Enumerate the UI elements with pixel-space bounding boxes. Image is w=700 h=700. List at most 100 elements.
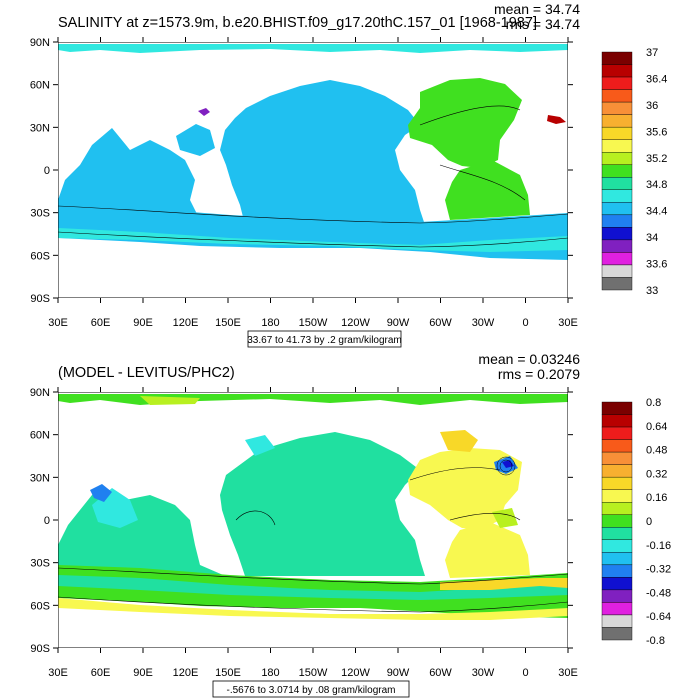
lon-tick-label: 30W (472, 667, 495, 679)
colorbar-label: -0.32 (646, 564, 671, 576)
lon-tick-label: 120E (173, 317, 199, 329)
colorbar-swatch (601, 476, 633, 490)
colorbar-swatch (601, 101, 633, 115)
panel-2-atlantic-north-field (408, 448, 522, 530)
panel-1-range-note: 33.67 to 41.73 by .2 gram/kilogram (247, 335, 402, 346)
colorbar-label: 36.4 (646, 73, 667, 85)
colorbar-swatch (601, 426, 633, 440)
lon-tick-label: 120W (341, 317, 370, 329)
lon-tick-label: 150E (215, 317, 241, 329)
panel-2-arctic-field (58, 394, 568, 405)
panel-1-indian-north-field (176, 124, 215, 156)
colorbar-swatch (601, 126, 633, 140)
colorbar-swatch (601, 114, 633, 128)
panel-2-contour-ring (496, 456, 516, 476)
colorbar-swatch (601, 527, 633, 540)
lon-tick-label: 60W (429, 317, 452, 329)
colorbar-label: 0.48 (646, 445, 667, 457)
colorbar-label: 35.6 (646, 126, 667, 138)
panel-2-range-note: -.5676 to 3.0714 by .08 gram/kilogram (227, 685, 396, 696)
lon-tick-label: 60W (429, 667, 452, 679)
colorbar-label: 0.64 (646, 421, 667, 433)
colorbar-swatch (601, 451, 633, 465)
colorbar-swatch (601, 614, 633, 628)
lat-tick-label: 60N (30, 430, 50, 442)
colorbar-swatch (601, 152, 633, 165)
lat-tick-label: 60N (30, 80, 50, 92)
lon-tick-label: 150W (299, 667, 328, 679)
lat-tick-label: 90N (30, 37, 50, 49)
panel-2-mean: mean = 0.03246 (478, 351, 580, 367)
panel-1-pacific-field (220, 80, 425, 225)
lat-tick-label: 30N (30, 472, 50, 484)
lon-tick-label: 30E (48, 317, 68, 329)
lat-tick-label: 90S (30, 643, 50, 655)
colorbar-swatch (601, 139, 633, 153)
lat-tick-label: 30N (30, 122, 50, 134)
colorbar-label: -0.8 (646, 635, 665, 647)
colorbar-swatch (601, 277, 633, 291)
panel-2: (MODEL - LEVITUS/PHC2) mean = 0.03246 rm… (30, 351, 671, 698)
lon-tick-label: 0 (522, 317, 528, 329)
lon-tick-label: 0 (522, 667, 528, 679)
panel-2-colorbar: 0.8 0.64 0.48 0.32 0.16 0 -0.16 -0.32 -0.48 -0.64… (601, 397, 671, 647)
colorbar-swatch (601, 401, 633, 415)
lon-tick-label: 90E (133, 317, 153, 329)
colorbar-swatch (601, 564, 633, 578)
colorbar-swatch (601, 89, 633, 103)
lon-tick-label: 30E (558, 667, 578, 679)
panel-1-indian-field (58, 128, 230, 228)
colorbar-label: -0.16 (646, 540, 671, 552)
lat-tick-label: 0 (44, 515, 50, 527)
lon-tick-label: 60E (91, 667, 111, 679)
panel-1: SALINITY at z=1573.9m, b.e20.BHIST.f09_g… (30, 1, 667, 348)
colorbar-swatch (601, 51, 633, 65)
lat-tick-label: 0 (44, 165, 50, 177)
panel-1-rms: rms = 34.74 (506, 16, 581, 32)
panel-2-med-outflow-core (502, 460, 514, 468)
colorbar-label: 37 (646, 47, 658, 59)
colorbar-label: 33 (646, 285, 658, 297)
colorbar-swatch (601, 514, 633, 528)
lon-tick-label: 180 (261, 667, 279, 679)
panel-2-southern-yellow-band (58, 598, 568, 620)
panel-2-atlantic-south-field (445, 522, 530, 578)
panel-1-med-field (547, 115, 566, 124)
panel-1-colorbar: 37 36.4 36 35.6 35.2 34.8 34.4 34 33.6 33 (601, 47, 667, 297)
panel-2-pacific-field (220, 432, 425, 576)
lat-tick-label: 60S (30, 250, 50, 262)
lon-tick-label: 30E (48, 667, 68, 679)
colorbar-label: 35.2 (646, 153, 667, 165)
lon-tick-label: 120W (341, 667, 370, 679)
colorbar-label: 0.16 (646, 492, 667, 504)
lon-tick-label: 90E (133, 667, 153, 679)
panel-2-labrador-field (440, 430, 478, 452)
panel-2-map (58, 392, 568, 648)
lon-tick-label: 180 (261, 317, 279, 329)
colorbar-label: -0.64 (646, 611, 671, 623)
colorbar-swatch (601, 64, 633, 78)
colorbar-swatch (601, 552, 633, 566)
colorbar-swatch (601, 252, 633, 266)
lon-tick-label: 30E (558, 317, 578, 329)
panel-1-contour (58, 205, 568, 224)
colorbar-swatch (601, 627, 633, 641)
panel-2-contour-ring (499, 459, 513, 473)
lon-tick-label: 90W (387, 667, 410, 679)
colorbar-swatch (601, 539, 633, 553)
panel-1-contour (58, 231, 568, 248)
colorbar-label: 34 (646, 232, 658, 244)
panel-2-pacific-north-patch (245, 435, 275, 456)
colorbar-swatch (601, 164, 633, 178)
colorbar-swatch (601, 502, 633, 515)
colorbar-swatch (601, 602, 633, 616)
colorbar-label: -0.48 (646, 587, 671, 599)
lat-tick-label: 60S (30, 600, 50, 612)
panel-2-red-sea-field (90, 484, 112, 502)
panel-2-arctic-patch (140, 396, 200, 405)
panel-1-redsea-field (198, 108, 210, 116)
panel-1-mean: mean = 34.74 (494, 1, 580, 17)
panel-1-arctic-field (58, 44, 568, 53)
colorbar-swatch (601, 414, 633, 428)
colorbar-swatch (601, 177, 633, 190)
